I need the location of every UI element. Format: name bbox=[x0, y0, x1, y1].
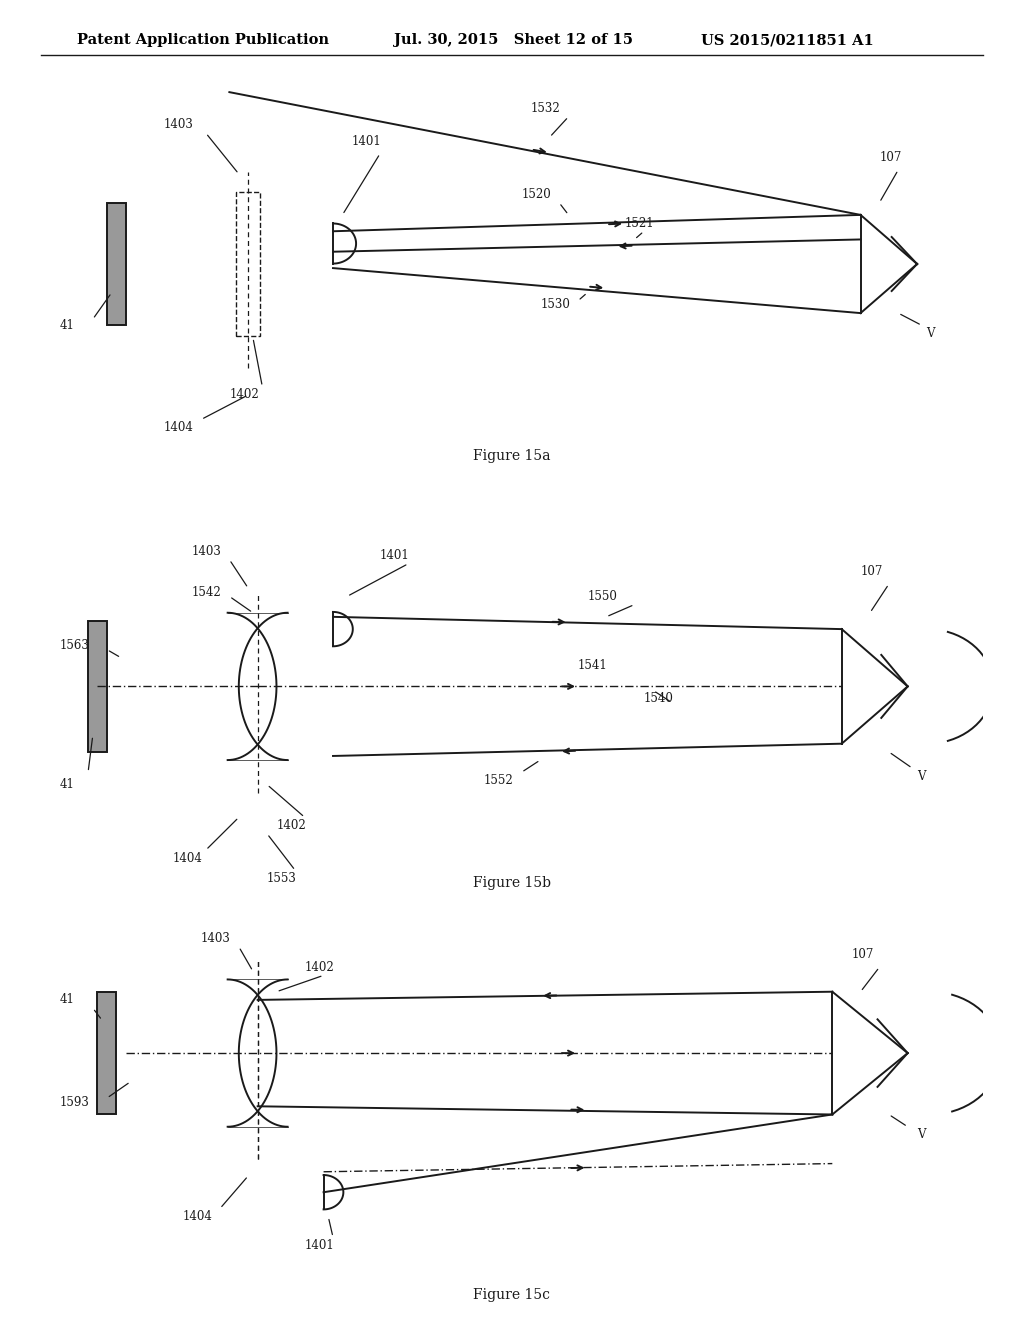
Text: 1521: 1521 bbox=[625, 216, 654, 230]
Text: 1540: 1540 bbox=[644, 692, 674, 705]
Text: 1401: 1401 bbox=[352, 135, 382, 148]
Text: 1553: 1553 bbox=[267, 873, 297, 886]
Bar bbox=[237, 193, 260, 335]
Bar bbox=[106, 202, 126, 326]
Text: 1402: 1402 bbox=[229, 388, 259, 401]
Text: 1404: 1404 bbox=[182, 1210, 212, 1224]
Text: 41: 41 bbox=[59, 994, 75, 1006]
Text: 1402: 1402 bbox=[305, 961, 335, 974]
Text: 1404: 1404 bbox=[173, 851, 203, 865]
Text: 1404: 1404 bbox=[164, 421, 194, 434]
Text: 1401: 1401 bbox=[305, 1239, 335, 1251]
Text: Jul. 30, 2015   Sheet 12 of 15: Jul. 30, 2015 Sheet 12 of 15 bbox=[394, 33, 633, 48]
Text: 1520: 1520 bbox=[521, 187, 551, 201]
Text: 107: 107 bbox=[851, 948, 873, 961]
Text: 1541: 1541 bbox=[578, 660, 607, 672]
Text: 1530: 1530 bbox=[541, 298, 570, 312]
Text: 1542: 1542 bbox=[191, 586, 221, 599]
Text: 1532: 1532 bbox=[530, 102, 560, 115]
Text: Patent Application Publication: Patent Application Publication bbox=[77, 33, 329, 48]
Text: 41: 41 bbox=[59, 777, 75, 791]
Text: 107: 107 bbox=[880, 150, 902, 164]
Text: V: V bbox=[918, 1129, 926, 1142]
Text: 41: 41 bbox=[59, 319, 75, 331]
Bar bbox=[88, 620, 106, 752]
Text: 1401: 1401 bbox=[380, 549, 410, 562]
Text: 1552: 1552 bbox=[483, 774, 513, 787]
Bar bbox=[97, 991, 117, 1114]
Text: US 2015/0211851 A1: US 2015/0211851 A1 bbox=[701, 33, 874, 48]
Text: 1563: 1563 bbox=[59, 639, 90, 652]
Text: 1593: 1593 bbox=[59, 1096, 90, 1109]
Text: 1550: 1550 bbox=[588, 590, 617, 603]
Text: Figure 15b: Figure 15b bbox=[473, 875, 551, 890]
Text: V: V bbox=[927, 327, 935, 341]
Text: Figure 15c: Figure 15c bbox=[473, 1287, 551, 1302]
Text: 107: 107 bbox=[860, 565, 883, 578]
Text: 1402: 1402 bbox=[276, 818, 306, 832]
Text: 1403: 1403 bbox=[191, 545, 221, 558]
Text: Figure 15a: Figure 15a bbox=[473, 449, 551, 463]
Text: V: V bbox=[918, 770, 926, 783]
Text: 1403: 1403 bbox=[201, 932, 231, 945]
Text: 1403: 1403 bbox=[164, 119, 194, 132]
